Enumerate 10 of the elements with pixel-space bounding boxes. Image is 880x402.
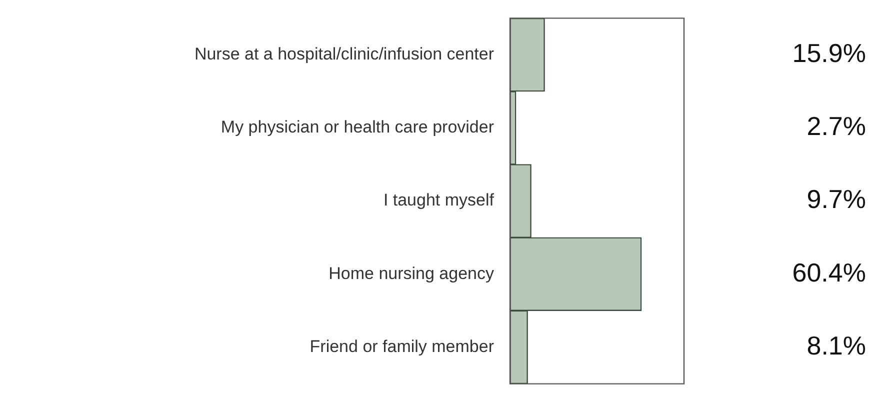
y-tick-label: Friend or family member bbox=[310, 336, 494, 356]
data-label: 2.7% bbox=[806, 111, 866, 142]
y-tick-label: I taught myself bbox=[383, 190, 494, 210]
y-tick-label: Nurse at a hospital/clinic/infusion center bbox=[194, 44, 494, 64]
y-tick-label: My physician or health care provider bbox=[220, 118, 494, 137]
data-label: 60.4% bbox=[792, 257, 866, 288]
data-label: 9.7% bbox=[806, 184, 866, 214]
data-label: 8.1% bbox=[806, 330, 866, 360]
data-label: 15.9% bbox=[792, 38, 866, 68]
y-tick-label: Home nursing agency bbox=[328, 264, 494, 283]
